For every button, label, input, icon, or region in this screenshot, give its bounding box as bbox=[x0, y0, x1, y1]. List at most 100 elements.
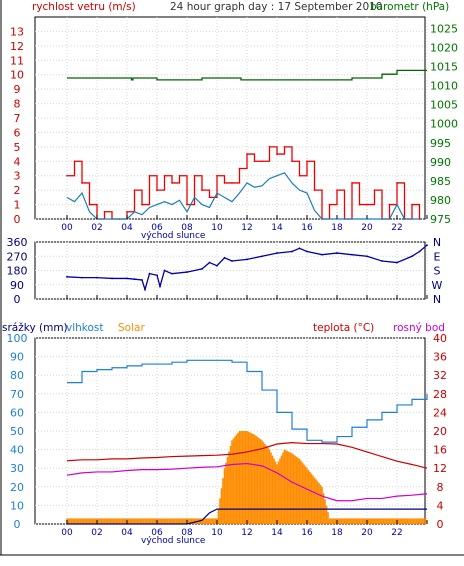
x-tick-label: 00 bbox=[61, 528, 73, 538]
x-tick-label: 12 bbox=[241, 528, 252, 538]
wind-tick-label: 11 bbox=[10, 54, 24, 67]
x-tick-label: 00 bbox=[61, 223, 73, 233]
series-barometer bbox=[67, 69, 427, 81]
wind-tick-label: 5 bbox=[14, 141, 21, 154]
dir-tick-label: 90 bbox=[10, 279, 24, 292]
series-temperature bbox=[66, 442, 428, 469]
sunrise-label-bottom: východ slunce bbox=[141, 536, 206, 546]
wind-tick-label: 12 bbox=[10, 40, 24, 53]
dir-tick-label: 270 bbox=[7, 250, 28, 263]
gust-point bbox=[133, 189, 136, 191]
direction-point bbox=[231, 260, 233, 262]
temp-tick-label: 20 bbox=[433, 425, 447, 438]
x-tick-label: 20 bbox=[361, 528, 373, 538]
gust-point bbox=[253, 160, 256, 163]
x-tick-label: 02 bbox=[91, 528, 102, 538]
gust-point bbox=[246, 153, 248, 155]
gust-point bbox=[358, 203, 361, 206]
x-tick-label: 22 bbox=[391, 528, 402, 538]
x-tick-label: 04 bbox=[121, 528, 133, 538]
temp-tick-label: 8 bbox=[437, 481, 444, 494]
direction-point bbox=[171, 272, 173, 275]
wind-tick-label: 3 bbox=[14, 170, 21, 183]
baro-tick-label: 1005 bbox=[430, 99, 458, 112]
x-tick-label: 22 bbox=[391, 223, 402, 233]
x-tick-label: 14 bbox=[271, 223, 283, 233]
gust-point bbox=[313, 189, 316, 191]
humidity-tick-label: 100 bbox=[7, 332, 28, 345]
humidity-tick-label: 20 bbox=[10, 481, 24, 494]
gust-point bbox=[186, 203, 188, 206]
humidity-tick-label: 50 bbox=[10, 425, 24, 438]
direction-point bbox=[201, 268, 203, 270]
dir-compass-label: N bbox=[433, 236, 441, 249]
direction-point bbox=[246, 258, 248, 261]
wind-tick-label: 8 bbox=[14, 98, 21, 111]
sunrise-label-top: východ slunce bbox=[141, 231, 206, 241]
direction-point bbox=[351, 253, 353, 256]
baro-tick-label: 995 bbox=[430, 137, 451, 150]
x-tick-label: 08 bbox=[181, 528, 193, 538]
gust-point bbox=[396, 182, 398, 184]
series-wind-direction bbox=[66, 244, 428, 292]
legend-rain: srážky (mm) bbox=[2, 322, 68, 334]
direction-point bbox=[159, 285, 161, 288]
legend-humidity: vlhkost bbox=[66, 322, 104, 334]
gust-point bbox=[231, 182, 233, 184]
x-tick-label: 10 bbox=[211, 528, 223, 538]
direction-point bbox=[381, 260, 383, 262]
series-dewpoint bbox=[66, 462, 428, 502]
gust-point bbox=[208, 196, 211, 199]
wind-tick-label: 9 bbox=[14, 83, 21, 96]
temp-tick-label: 16 bbox=[433, 444, 447, 457]
x-tick-label: 20 bbox=[361, 223, 373, 233]
direction-point bbox=[126, 277, 128, 280]
dir-compass-label: N bbox=[433, 293, 441, 306]
direction-point bbox=[223, 256, 226, 259]
wind-tick-label: 6 bbox=[14, 126, 21, 139]
direction-point bbox=[276, 252, 278, 254]
temp-tick-label: 4 bbox=[437, 499, 444, 512]
gust-point bbox=[103, 210, 106, 213]
wind-tick-label: 7 bbox=[14, 112, 21, 125]
baro-tick-label: 1015 bbox=[430, 61, 458, 74]
humidity-tick-label: 0 bbox=[14, 518, 21, 531]
direction-point bbox=[111, 277, 113, 280]
wind-tick-label: 2 bbox=[14, 184, 21, 197]
gust-point bbox=[268, 146, 271, 148]
gust-point bbox=[291, 160, 293, 163]
dir-tick-label: 0 bbox=[14, 293, 21, 306]
x-tick-label: 02 bbox=[91, 223, 102, 233]
gust-point bbox=[178, 174, 181, 177]
gust-point bbox=[163, 174, 166, 177]
humidity-tick-label: 70 bbox=[10, 388, 24, 401]
baro-tick-label: 1010 bbox=[430, 80, 458, 93]
direction-point bbox=[133, 278, 136, 281]
wind-tick-label: 0 bbox=[14, 213, 21, 226]
barometer-axis-label: barometr (hPa) bbox=[370, 1, 449, 13]
baro-tick-label: 1000 bbox=[430, 118, 458, 131]
gust-point bbox=[156, 189, 158, 191]
gust-point bbox=[223, 182, 226, 184]
humidity-tick-label: 80 bbox=[10, 369, 24, 382]
temp-tick-label: 0 bbox=[437, 518, 444, 531]
x-tick-label: 16 bbox=[301, 223, 313, 233]
dir-compass-label: E bbox=[434, 250, 441, 263]
direction-point bbox=[336, 252, 338, 254]
direction-point bbox=[156, 274, 158, 277]
gust-point bbox=[193, 174, 196, 177]
gust-point bbox=[171, 182, 173, 184]
wind-tick-label: 10 bbox=[10, 69, 24, 82]
x-tick-label: 06 bbox=[151, 223, 163, 233]
baro-tick-label: 980 bbox=[430, 194, 451, 207]
baro-tick-label: 1025 bbox=[430, 22, 458, 35]
humidity-tick-label: 40 bbox=[10, 444, 24, 457]
x-tick-label: 14 bbox=[271, 528, 283, 538]
direction-point bbox=[298, 247, 301, 250]
temp-tick-label: 12 bbox=[433, 462, 447, 475]
gust-point bbox=[298, 174, 301, 177]
dir-tick-label: 360 bbox=[7, 236, 28, 249]
x-tick-label: 04 bbox=[121, 223, 133, 233]
direction-point bbox=[186, 271, 188, 273]
direction-point bbox=[291, 250, 293, 253]
